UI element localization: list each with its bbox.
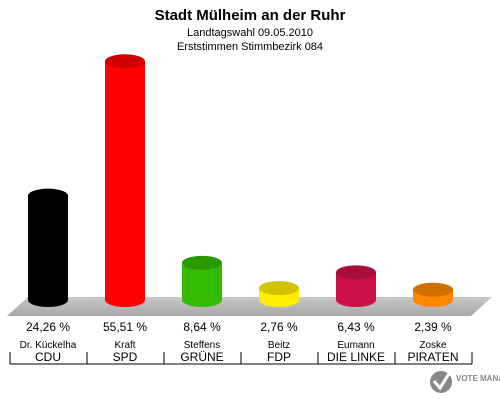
logo-check-icon	[432, 371, 452, 391]
candidate-label: Beitz	[268, 340, 290, 351]
bar-body-cdu	[28, 195, 68, 307]
party-label: CDU	[35, 350, 61, 364]
separator-group	[9, 352, 473, 365]
value-label: 55,51 %	[103, 320, 147, 334]
party-label: FDP	[267, 350, 291, 364]
bar-top-piraten	[413, 282, 453, 297]
bar-body-die-linke	[336, 272, 376, 307]
bar-spd	[105, 54, 145, 307]
party-label: PIRATEN	[407, 350, 458, 364]
party-label: DIE LINKE	[327, 350, 385, 364]
bar-group	[28, 54, 453, 307]
party-label: GRÜNE	[180, 350, 223, 364]
value-label-group: 24,26 % 55,51 % 8,64 % 2,76 % 6,43 % 2,39 %	[26, 320, 452, 334]
value-label: 2,39 %	[414, 320, 452, 334]
logo-text: VOTE MANAGER	[456, 374, 500, 383]
bar-top-die-linke	[336, 265, 376, 280]
candidate-label-group: Dr. Kückelha Kraft Steffens Beitz Eumann Zosk…	[20, 340, 447, 351]
chart-subtitle: Landtagswahl 09.05.2010	[187, 27, 313, 39]
value-label: 6,43 %	[337, 320, 375, 334]
bar-piraten	[413, 282, 453, 307]
bar-body-spd	[105, 61, 145, 307]
candidate-label: Zoske	[419, 340, 447, 351]
candidate-label: Steffens	[184, 340, 221, 351]
bar-top-spd	[105, 54, 145, 69]
value-label: 2,76 %	[260, 320, 298, 334]
bar-fdp	[259, 281, 299, 307]
party-label-group: CDU SPD GRÜNE FDP DIE LINKE PIRATEN	[35, 350, 459, 364]
chart-subtitle-2: Erststimmen Stimmbezirk 084	[177, 41, 323, 53]
bar-top-cdu	[28, 188, 68, 203]
candidate-label: Dr. Kückelha	[20, 340, 77, 351]
chart-title: Stadt Mülheim an der Ruhr	[155, 7, 346, 24]
bar-body-gr-ne	[182, 262, 222, 307]
bar-die-linke	[336, 265, 376, 307]
candidate-label: Eumann	[337, 340, 374, 351]
vote-manager-logo: VOTE MANAGER	[430, 371, 500, 393]
bar-gr-ne	[182, 255, 222, 307]
party-label: SPD	[113, 350, 138, 364]
bar-cdu	[28, 188, 68, 307]
candidate-label: Kraft	[114, 340, 135, 351]
value-label: 8,64 %	[183, 320, 221, 334]
value-label: 24,26 %	[26, 320, 70, 334]
bar-top-gr-ne	[182, 255, 222, 270]
bar-top-fdp	[259, 281, 299, 296]
